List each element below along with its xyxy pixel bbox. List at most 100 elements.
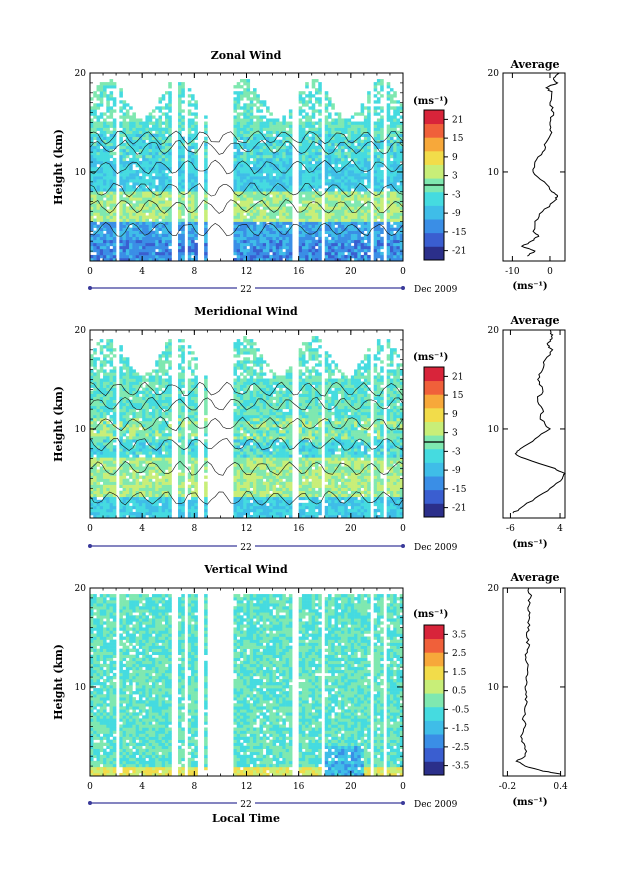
colorbar-swatch — [424, 407, 444, 422]
date-label: Dec 2009 — [414, 543, 458, 553]
colorbar-swatch — [424, 150, 444, 165]
date-label: Dec 2009 — [414, 800, 458, 810]
heatmap-area — [90, 336, 403, 518]
colorbar-swatch — [424, 110, 444, 125]
colorbar-unit-label: (ms⁻¹) — [413, 352, 448, 363]
average-unit-label: (ms⁻¹) — [512, 281, 547, 292]
average-profile: -6 4 10 20 — [488, 326, 566, 534]
colorbar-tick-label: -9 — [452, 209, 461, 219]
colorbar-tick-label: -2.5 — [452, 743, 470, 753]
colorbar-swatch — [424, 665, 444, 680]
panel-vertical-wind: Vertical Wind 0 4 8 12 16 20 0 10 20 Height (km… — [52, 563, 568, 825]
x-tick-label: 20 — [345, 524, 357, 534]
colorbar-tick-label: -9 — [452, 466, 461, 476]
colorbar-tick-label: 21 — [452, 372, 463, 382]
x-tick-label: 12 — [241, 267, 252, 277]
colorbar-swatch — [424, 232, 444, 247]
x-tick-label: 4 — [139, 524, 145, 534]
colorbar-swatch — [424, 638, 444, 653]
y-axis: 10 20 — [75, 69, 403, 262]
average-frame — [502, 587, 566, 777]
x-tick-label: 16 — [293, 267, 305, 277]
x-axis-label: Local Time — [212, 812, 280, 825]
colorbar-swatch — [424, 164, 444, 179]
y-tick-label: 20 — [75, 326, 87, 336]
day-bar: 22 — [88, 797, 405, 810]
y-axis-label: Height (km) — [52, 644, 65, 720]
colorbar-swatch — [424, 720, 444, 735]
y-axis-label: Height (km) — [52, 129, 65, 205]
chart-title: Meridional Wind — [194, 305, 298, 318]
average-y-tick-label: 10 — [488, 168, 500, 178]
colorbar-swatch — [424, 761, 444, 776]
average-x-tick-label: 0 — [547, 267, 553, 277]
colorbar-unit-label: (ms⁻¹) — [413, 96, 448, 107]
average-profile-line — [520, 72, 560, 257]
average-y-tick-label: 10 — [488, 683, 500, 693]
panel-meridional-wind: Meridional Wind 0 4 8 12 16 20 0 10 20 Height (… — [52, 305, 566, 553]
average-x-tick-label: -10 — [505, 267, 520, 277]
x-tick-label: 16 — [293, 782, 305, 792]
x-axis: 0 4 8 12 16 20 0 — [87, 588, 406, 792]
y-axis: 10 20 — [75, 584, 403, 777]
colorbar-tick-label: 15 — [452, 391, 464, 401]
colorbar-swatch — [424, 679, 444, 694]
heatmap-area — [90, 79, 403, 261]
colorbar: 21 15 9 3 -3 -9 -15 -21 — [423, 366, 467, 518]
colorbar-tick-label: -15 — [452, 485, 467, 495]
x-tick-label: 20 — [345, 782, 357, 792]
colorbar-tick-label: -15 — [452, 228, 467, 238]
colorbar-swatch — [424, 489, 444, 504]
x-tick-label: 12 — [241, 524, 252, 534]
colorbar-swatch — [424, 652, 444, 667]
colorbar-swatch — [424, 246, 444, 261]
x-tick-label: 16 — [293, 524, 305, 534]
colorbar-swatch — [424, 205, 444, 220]
colorbar-tick-label: 3 — [452, 429, 458, 439]
average-title: Average — [509, 58, 559, 71]
colorbar-swatch — [424, 191, 444, 206]
colorbar-tick-label: 9 — [452, 153, 458, 163]
y-tick-label: 20 — [75, 584, 87, 594]
colorbar-swatch — [424, 462, 444, 477]
colorbar-tick-label: -3 — [452, 447, 461, 457]
x-tick-label: 12 — [241, 782, 252, 792]
x-tick-label: 0 — [400, 782, 406, 792]
chart-title: Zonal Wind — [211, 49, 282, 62]
colorbar-swatch — [424, 625, 444, 640]
average-x-tick-label: 4 — [557, 524, 563, 534]
x-tick-label: 4 — [139, 782, 145, 792]
colorbar: 3.5 2.5 1.5 0.5 -0.5 -1.5 -2.5 -3.5 — [423, 624, 470, 776]
average-profile-line — [515, 587, 561, 775]
day-label: 22 — [240, 800, 251, 810]
average-x-tick-label: -6 — [506, 524, 515, 534]
x-tick-label: 4 — [139, 267, 145, 277]
day-label: 22 — [240, 543, 251, 553]
day-bar: 22 — [88, 540, 405, 553]
x-tick-label: 0 — [400, 524, 406, 534]
colorbar: 21 15 9 3 -3 -9 -15 -21 — [423, 109, 467, 261]
colorbar-tick-label: 21 — [452, 115, 463, 125]
colorbar-unit-label: (ms⁻¹) — [413, 609, 448, 620]
average-x-tick-label: 0.4 — [553, 782, 568, 792]
colorbar-swatch — [424, 734, 444, 749]
colorbar-swatch — [424, 367, 444, 382]
y-tick-label: 20 — [75, 69, 87, 79]
average-x-tick-label: -0.2 — [499, 782, 516, 792]
colorbar-swatch — [424, 421, 444, 436]
colorbar-swatch — [424, 380, 444, 395]
colorbar-tick-label: -3 — [452, 190, 461, 200]
x-axis: 0 4 8 12 16 20 0 — [87, 73, 406, 277]
y-tick-label: 10 — [75, 168, 87, 178]
colorbar-tick-label: -3.5 — [452, 762, 470, 772]
colorbar-tick-label: -1.5 — [452, 724, 470, 734]
colorbar-swatch — [424, 394, 444, 409]
average-unit-label: (ms⁻¹) — [512, 797, 547, 808]
x-axis: 0 4 8 12 16 20 0 — [87, 330, 406, 534]
heatmap-area — [90, 594, 403, 776]
average-frame — [502, 72, 566, 262]
colorbar-swatch — [424, 123, 444, 138]
average-profile: -0.2 0.4 10 20 — [488, 584, 568, 792]
colorbar-tick-label: 2.5 — [452, 649, 467, 659]
